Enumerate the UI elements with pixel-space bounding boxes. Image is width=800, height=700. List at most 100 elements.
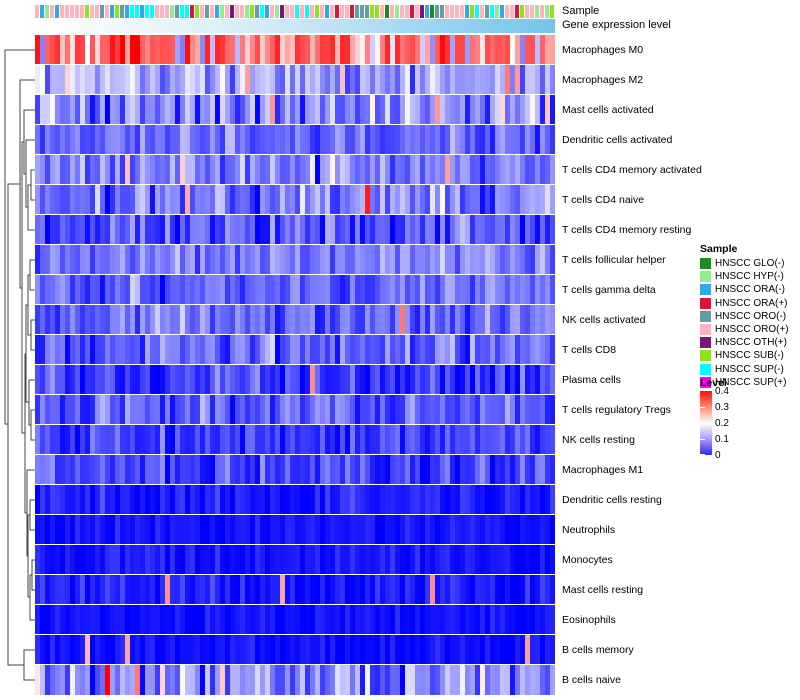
heatmap-cell [255, 665, 260, 695]
heatmap-cell [535, 65, 540, 94]
heatmap-cell [325, 95, 330, 124]
heatmap-cell [275, 365, 280, 394]
heatmap-cell [290, 545, 295, 574]
heatmap-cell [200, 335, 205, 364]
heatmap-cell [360, 605, 365, 634]
heatmap-cell [70, 665, 75, 695]
heatmap-cell [405, 635, 410, 664]
heatmap-cell [385, 95, 390, 124]
heatmap-cell [205, 125, 210, 154]
heatmap-cell [65, 125, 70, 154]
heatmap-cell [310, 395, 315, 424]
heatmap-cell [520, 605, 525, 634]
heatmap-cell [50, 215, 55, 244]
heatmap-cell [170, 665, 175, 695]
heatmap-cell [405, 485, 410, 514]
heatmap-cell [290, 485, 295, 514]
heatmap-cell [205, 35, 210, 64]
sample-annotation-cell [505, 5, 510, 18]
heatmap-cell [130, 575, 135, 604]
sample-annotation-cell [245, 5, 250, 18]
heatmap-cell [465, 515, 470, 544]
heatmap-cell [135, 95, 140, 124]
heatmap-cell [55, 185, 60, 214]
heatmap-cell [170, 35, 175, 64]
heatmap-cell [230, 545, 235, 574]
sample-annotation-cell [495, 5, 500, 18]
heatmap-cell [255, 425, 260, 454]
heatmap-cell [210, 65, 215, 94]
heatmap-cell [320, 515, 325, 544]
sample-annotation-cell [275, 5, 280, 18]
heatmap-cell [295, 35, 300, 64]
heatmap-cell [375, 455, 380, 484]
heatmap-cell [370, 395, 375, 424]
heatmap-cell [90, 665, 95, 695]
heatmap-cell [140, 635, 145, 664]
heatmap-cell [95, 245, 100, 274]
heatmap-cell [115, 125, 120, 154]
heatmap-cell [220, 65, 225, 94]
heatmap-cell [250, 305, 255, 334]
sample-annotation-cell [35, 5, 40, 18]
heatmap-cell [140, 515, 145, 544]
heatmap-cell [80, 635, 85, 664]
sample-annotation-cell [350, 5, 355, 18]
heatmap-cell [340, 35, 345, 64]
heatmap-cell [300, 545, 305, 574]
level-tickmark [700, 454, 705, 455]
row-labels: Macrophages M0 Macrophages M2 Mast cells a… [562, 35, 732, 695]
heatmap-cell [285, 365, 290, 394]
heatmap-cell [285, 245, 290, 274]
heatmap-cell [355, 245, 360, 274]
heatmap-cell [380, 425, 385, 454]
sample-annotation-cell [390, 5, 395, 18]
heatmap-cell [420, 365, 425, 394]
heatmap-cell [100, 665, 105, 695]
heatmap-cell [80, 515, 85, 544]
heatmap-cell [165, 605, 170, 634]
heatmap-cell [510, 95, 515, 124]
heatmap-cell [210, 425, 215, 454]
heatmap-cell [285, 635, 290, 664]
heatmap-cell [435, 275, 440, 304]
heatmap-cell [320, 215, 325, 244]
heatmap-cell [180, 275, 185, 304]
heatmap-cell [250, 245, 255, 274]
heatmap-cell [230, 335, 235, 364]
heatmap-cell [410, 515, 415, 544]
heatmap-cell [445, 425, 450, 454]
heatmap-cell [90, 335, 95, 364]
heatmap-cell [90, 215, 95, 244]
heatmap-cell [180, 35, 185, 64]
heatmap-row [35, 455, 555, 485]
row-label: Neutrophils [562, 524, 616, 536]
heatmap-cell [470, 125, 475, 154]
heatmap-cell [440, 275, 445, 304]
heatmap-cell [100, 35, 105, 64]
heatmap-cell [100, 575, 105, 604]
heatmap-cell [105, 35, 110, 64]
heatmap-cell [490, 545, 495, 574]
heatmap-cell [225, 425, 230, 454]
heatmap-cell [290, 185, 295, 214]
heatmap-cell [50, 275, 55, 304]
heatmap-cell [505, 605, 510, 634]
heatmap-cell [380, 365, 385, 394]
heatmap-cell [385, 335, 390, 364]
heatmap-cell [475, 425, 480, 454]
heatmap-cell [215, 515, 220, 544]
heatmap-row [35, 605, 555, 635]
heatmap-cell [245, 65, 250, 94]
row-label: Dendritic cells activated [562, 134, 673, 146]
heatmap-cell [520, 365, 525, 394]
heatmap-cell [70, 575, 75, 604]
heatmap-cell [305, 515, 310, 544]
heatmap-cell [100, 185, 105, 214]
heatmap-cell [460, 605, 465, 634]
heatmap-cell [105, 485, 110, 514]
heatmap-cell [250, 605, 255, 634]
heatmap-cell [285, 545, 290, 574]
heatmap-cell [120, 425, 125, 454]
heatmap-cell [295, 95, 300, 124]
